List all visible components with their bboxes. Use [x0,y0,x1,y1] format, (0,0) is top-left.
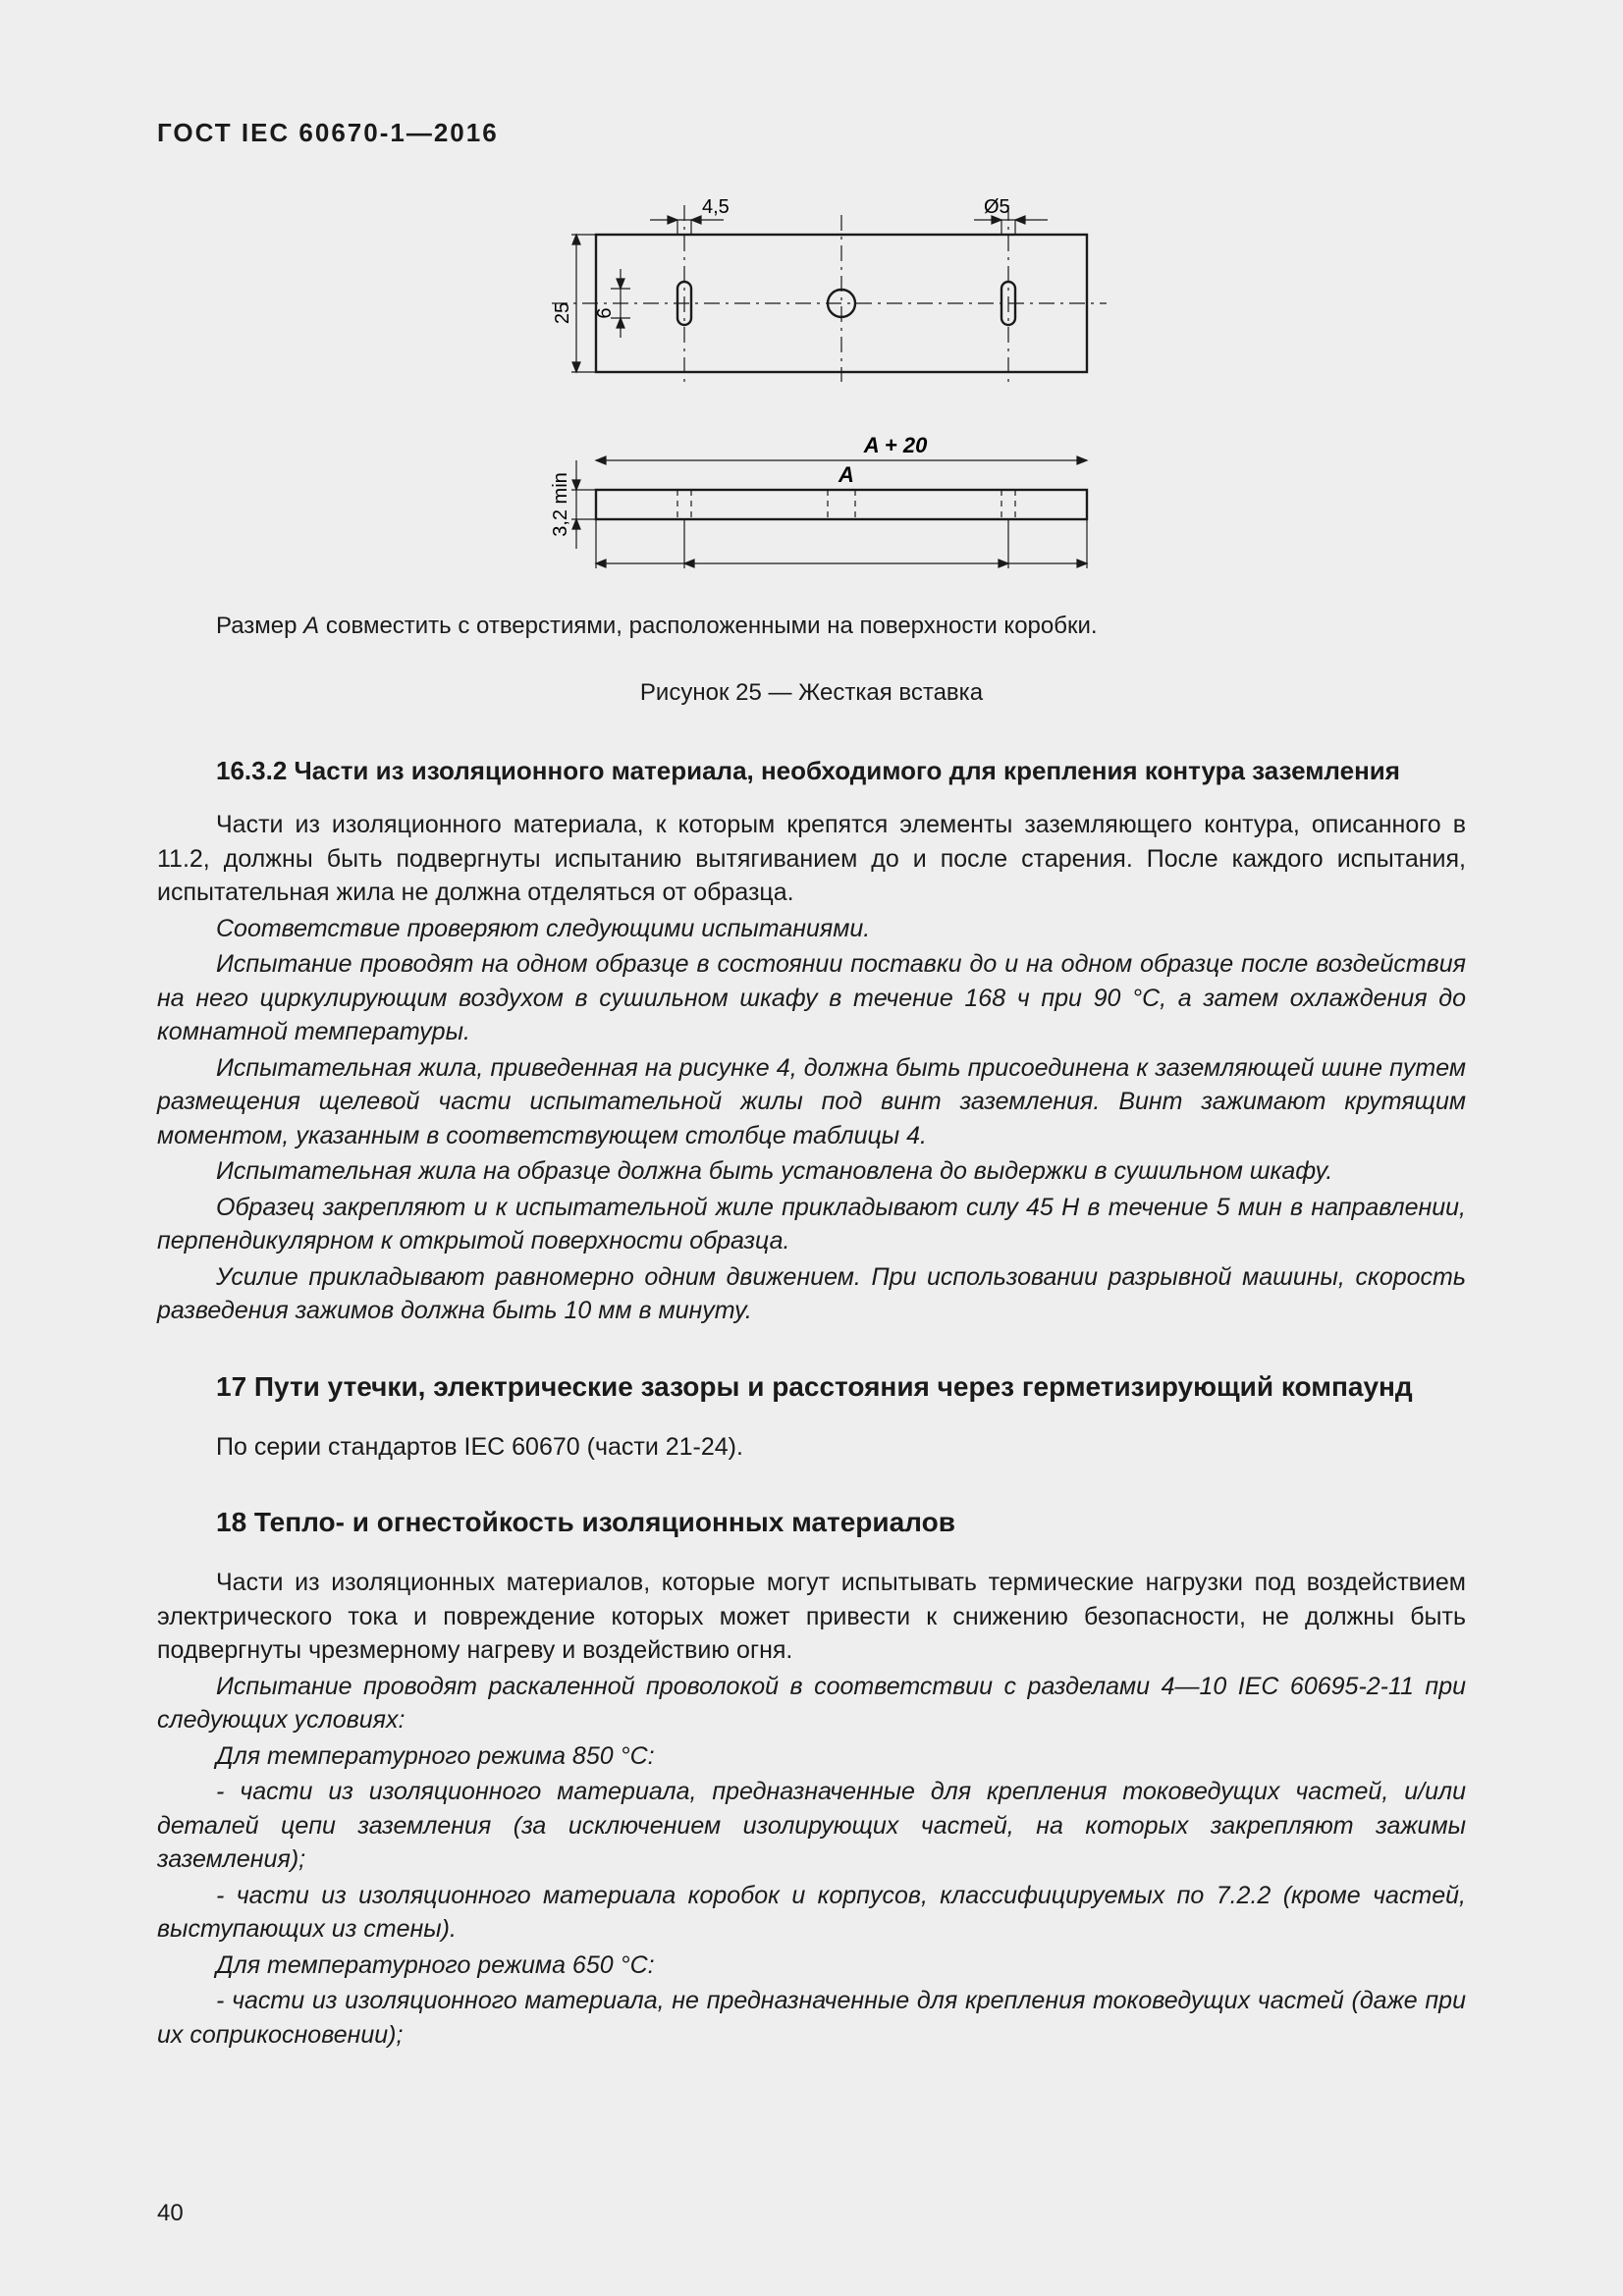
page-number: 40 [157,2200,184,2227]
sec17-body: По серии стандартов IEC 60670 (части 21-… [157,1430,1466,1465]
sec18-p4: - части из изоляционного материала, пред… [157,1775,1466,1877]
dim-d5: Ø5 [984,196,1010,218]
dim-25: 25 [552,302,573,324]
para-5: Испытательная жила на образце должна быт… [157,1154,1466,1189]
figure-25: 4,5 Ø5 25 [157,176,1466,593]
sec18-p3: Для температурного режима 850 °С: [157,1739,1466,1774]
figure-25-svg: 4,5 Ø5 25 [459,176,1165,588]
sec18-p2: Испытание проводят раскаленной проволоко… [157,1670,1466,1737]
page: ГОСТ IEC 60670-1—2016 [0,0,1623,2296]
para-7: Усилие прикладывают равномерно одним дви… [157,1260,1466,1328]
doc-header: ГОСТ IEC 60670-1—2016 [157,118,1466,148]
para-2: Соответствие проверяют следующими испыта… [157,912,1466,946]
para-1: Части из изоляционного материала, к кото… [157,808,1466,910]
sec18-p7: - части из изоляционного материала, не п… [157,1984,1466,2052]
sec18-p5: - части из изоляционного материала короб… [157,1879,1466,1947]
figure-note: Размер А совместить с отверстиями, распо… [216,613,1466,640]
section-17: 17 Пути утечки, электрические зазоры и р… [216,1371,1466,1403]
para-6: Образец закрепляют и к испытательной жил… [157,1191,1466,1258]
sec18-p6: Для температурного режима 650 °С: [157,1949,1466,1983]
para-4: Испытательная жила, приведенная на рисун… [157,1051,1466,1153]
dim-4-5: 4,5 [702,196,730,218]
dim-A20: A + 20 [862,433,927,457]
figure-caption: Рисунок 25 — Жесткая вставка [157,679,1466,707]
section-18: 18 Тепло- и огнестойкость изоляционных м… [216,1507,1466,1538]
sec18-p1: Части из изоляционных материалов, которы… [157,1566,1466,1668]
dim-3-2: 3,2 min [550,472,571,537]
dim-6: 6 [594,307,616,318]
para-3: Испытание проводят на одном образце в со… [157,947,1466,1049]
dim-A: A [838,462,854,487]
subsection-16-3-2: 16.3.2 Части из изоляционного материала,… [216,756,1466,786]
